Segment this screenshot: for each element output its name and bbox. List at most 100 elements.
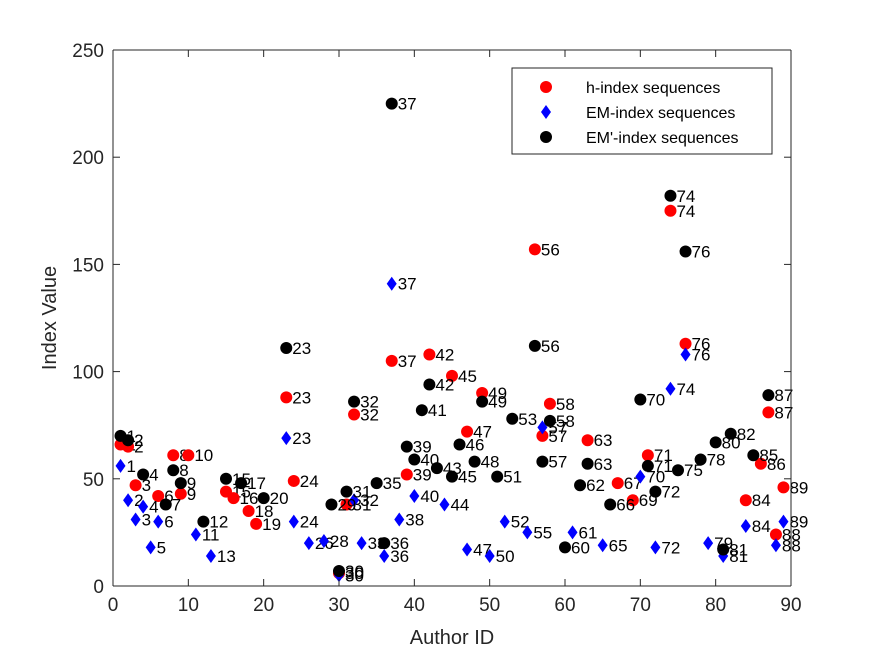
point-label: 84: [752, 491, 771, 510]
point-label: 71: [654, 457, 673, 476]
circle-marker: [604, 498, 617, 511]
diamond-marker: [778, 514, 789, 529]
point-label: 37: [398, 95, 417, 114]
y-tick-label: 0: [93, 577, 104, 598]
point-label: 75: [684, 461, 703, 480]
point-label: 23: [292, 388, 311, 407]
diamond-marker: [650, 540, 661, 555]
circle-marker: [664, 189, 677, 202]
legend-circle-marker: [540, 81, 552, 93]
point-label: 76: [692, 345, 711, 364]
point-label: 9: [187, 485, 196, 504]
point-label: 32: [360, 393, 379, 412]
legend-entry-label: EM-index sequences: [586, 105, 735, 122]
x-tick-label: 60: [554, 595, 575, 616]
point-label: 36: [390, 534, 409, 553]
x-tick-label: 80: [705, 595, 726, 616]
point-label: 24: [300, 513, 319, 532]
circle-marker: [385, 97, 398, 110]
point-label: 49: [488, 393, 507, 412]
point-label: 29: [337, 496, 356, 515]
circle-marker: [476, 395, 489, 408]
circle-marker: [559, 541, 571, 554]
diamond-marker: [635, 469, 646, 484]
diamond-marker: [356, 536, 367, 551]
point-label: 58: [556, 412, 575, 431]
circle-marker: [709, 436, 722, 449]
diamond-marker: [462, 542, 473, 557]
circle-marker: [348, 395, 361, 408]
point-label: 56: [541, 240, 560, 259]
point-label: 35: [383, 474, 402, 493]
circle-marker: [174, 477, 187, 490]
point-label: 32: [360, 491, 379, 510]
point-label: 87: [774, 403, 793, 422]
point-label: 61: [579, 523, 598, 542]
x-tick-label: 90: [780, 595, 801, 616]
circle-marker: [220, 472, 232, 485]
circle-marker: [250, 517, 263, 530]
point-label: 31: [353, 483, 372, 502]
point-label: 30: [345, 562, 364, 581]
circle-marker: [280, 391, 293, 404]
point-label: 60: [571, 538, 590, 557]
point-label: 32: [360, 405, 379, 424]
circle-marker: [400, 440, 413, 453]
circle-marker: [340, 485, 353, 498]
circle-marker: [611, 477, 624, 490]
point-label: 5: [157, 538, 166, 557]
point-label: 57: [548, 427, 567, 446]
circle-marker: [754, 457, 767, 470]
point-label: 2: [134, 438, 143, 457]
circle-marker: [581, 457, 594, 470]
point-label: 42: [435, 345, 454, 364]
circle-marker: [333, 564, 345, 577]
circle-marker: [641, 449, 654, 462]
circle-marker: [122, 434, 135, 447]
point-label: 4: [149, 466, 158, 485]
point-label: 6: [164, 513, 173, 532]
circle-marker: [348, 408, 361, 421]
diamond-marker: [394, 512, 405, 527]
point-label: 45: [458, 367, 477, 386]
circle-marker: [543, 414, 556, 427]
point-label: 17: [247, 474, 266, 493]
circle-marker: [777, 481, 790, 494]
point-label: 76: [692, 243, 711, 262]
series-1: 1234561113232426283032333637384044475052…: [115, 275, 808, 585]
point-label: 11: [202, 526, 220, 545]
circle-marker: [325, 498, 338, 511]
point-label: 10: [194, 446, 213, 465]
circle-marker: [152, 489, 165, 502]
diamond-marker: [665, 381, 676, 396]
point-label: 89: [789, 478, 808, 497]
x-tick-label: 10: [178, 595, 199, 616]
circle-marker: [287, 474, 300, 487]
circle-marker: [174, 487, 187, 500]
point-label: 19: [262, 515, 281, 534]
point-label: 71: [654, 446, 673, 465]
circle-marker: [235, 477, 248, 490]
point-label: 44: [450, 496, 469, 515]
circle-marker: [453, 438, 466, 451]
diamond-marker: [190, 527, 201, 542]
point-label: 3: [142, 476, 151, 495]
diamond-marker: [138, 499, 149, 514]
point-label: 37: [398, 352, 417, 371]
point-label: 52: [511, 513, 530, 532]
point-label: 12: [209, 513, 228, 532]
circle-marker: [197, 515, 210, 528]
point-label: 81: [729, 541, 748, 560]
circle-marker: [649, 485, 662, 498]
point-label: 7: [172, 496, 181, 515]
point-label: 23: [292, 429, 311, 448]
point-label: 46: [466, 435, 485, 454]
circle-marker: [581, 434, 594, 447]
diamond-marker: [439, 497, 450, 512]
circle-marker: [129, 479, 142, 492]
point-label: 45: [458, 468, 477, 487]
point-label: 8: [179, 461, 188, 480]
circle-marker: [167, 464, 180, 477]
y-tick-label: 200: [72, 148, 104, 169]
point-label: 85: [759, 446, 778, 465]
